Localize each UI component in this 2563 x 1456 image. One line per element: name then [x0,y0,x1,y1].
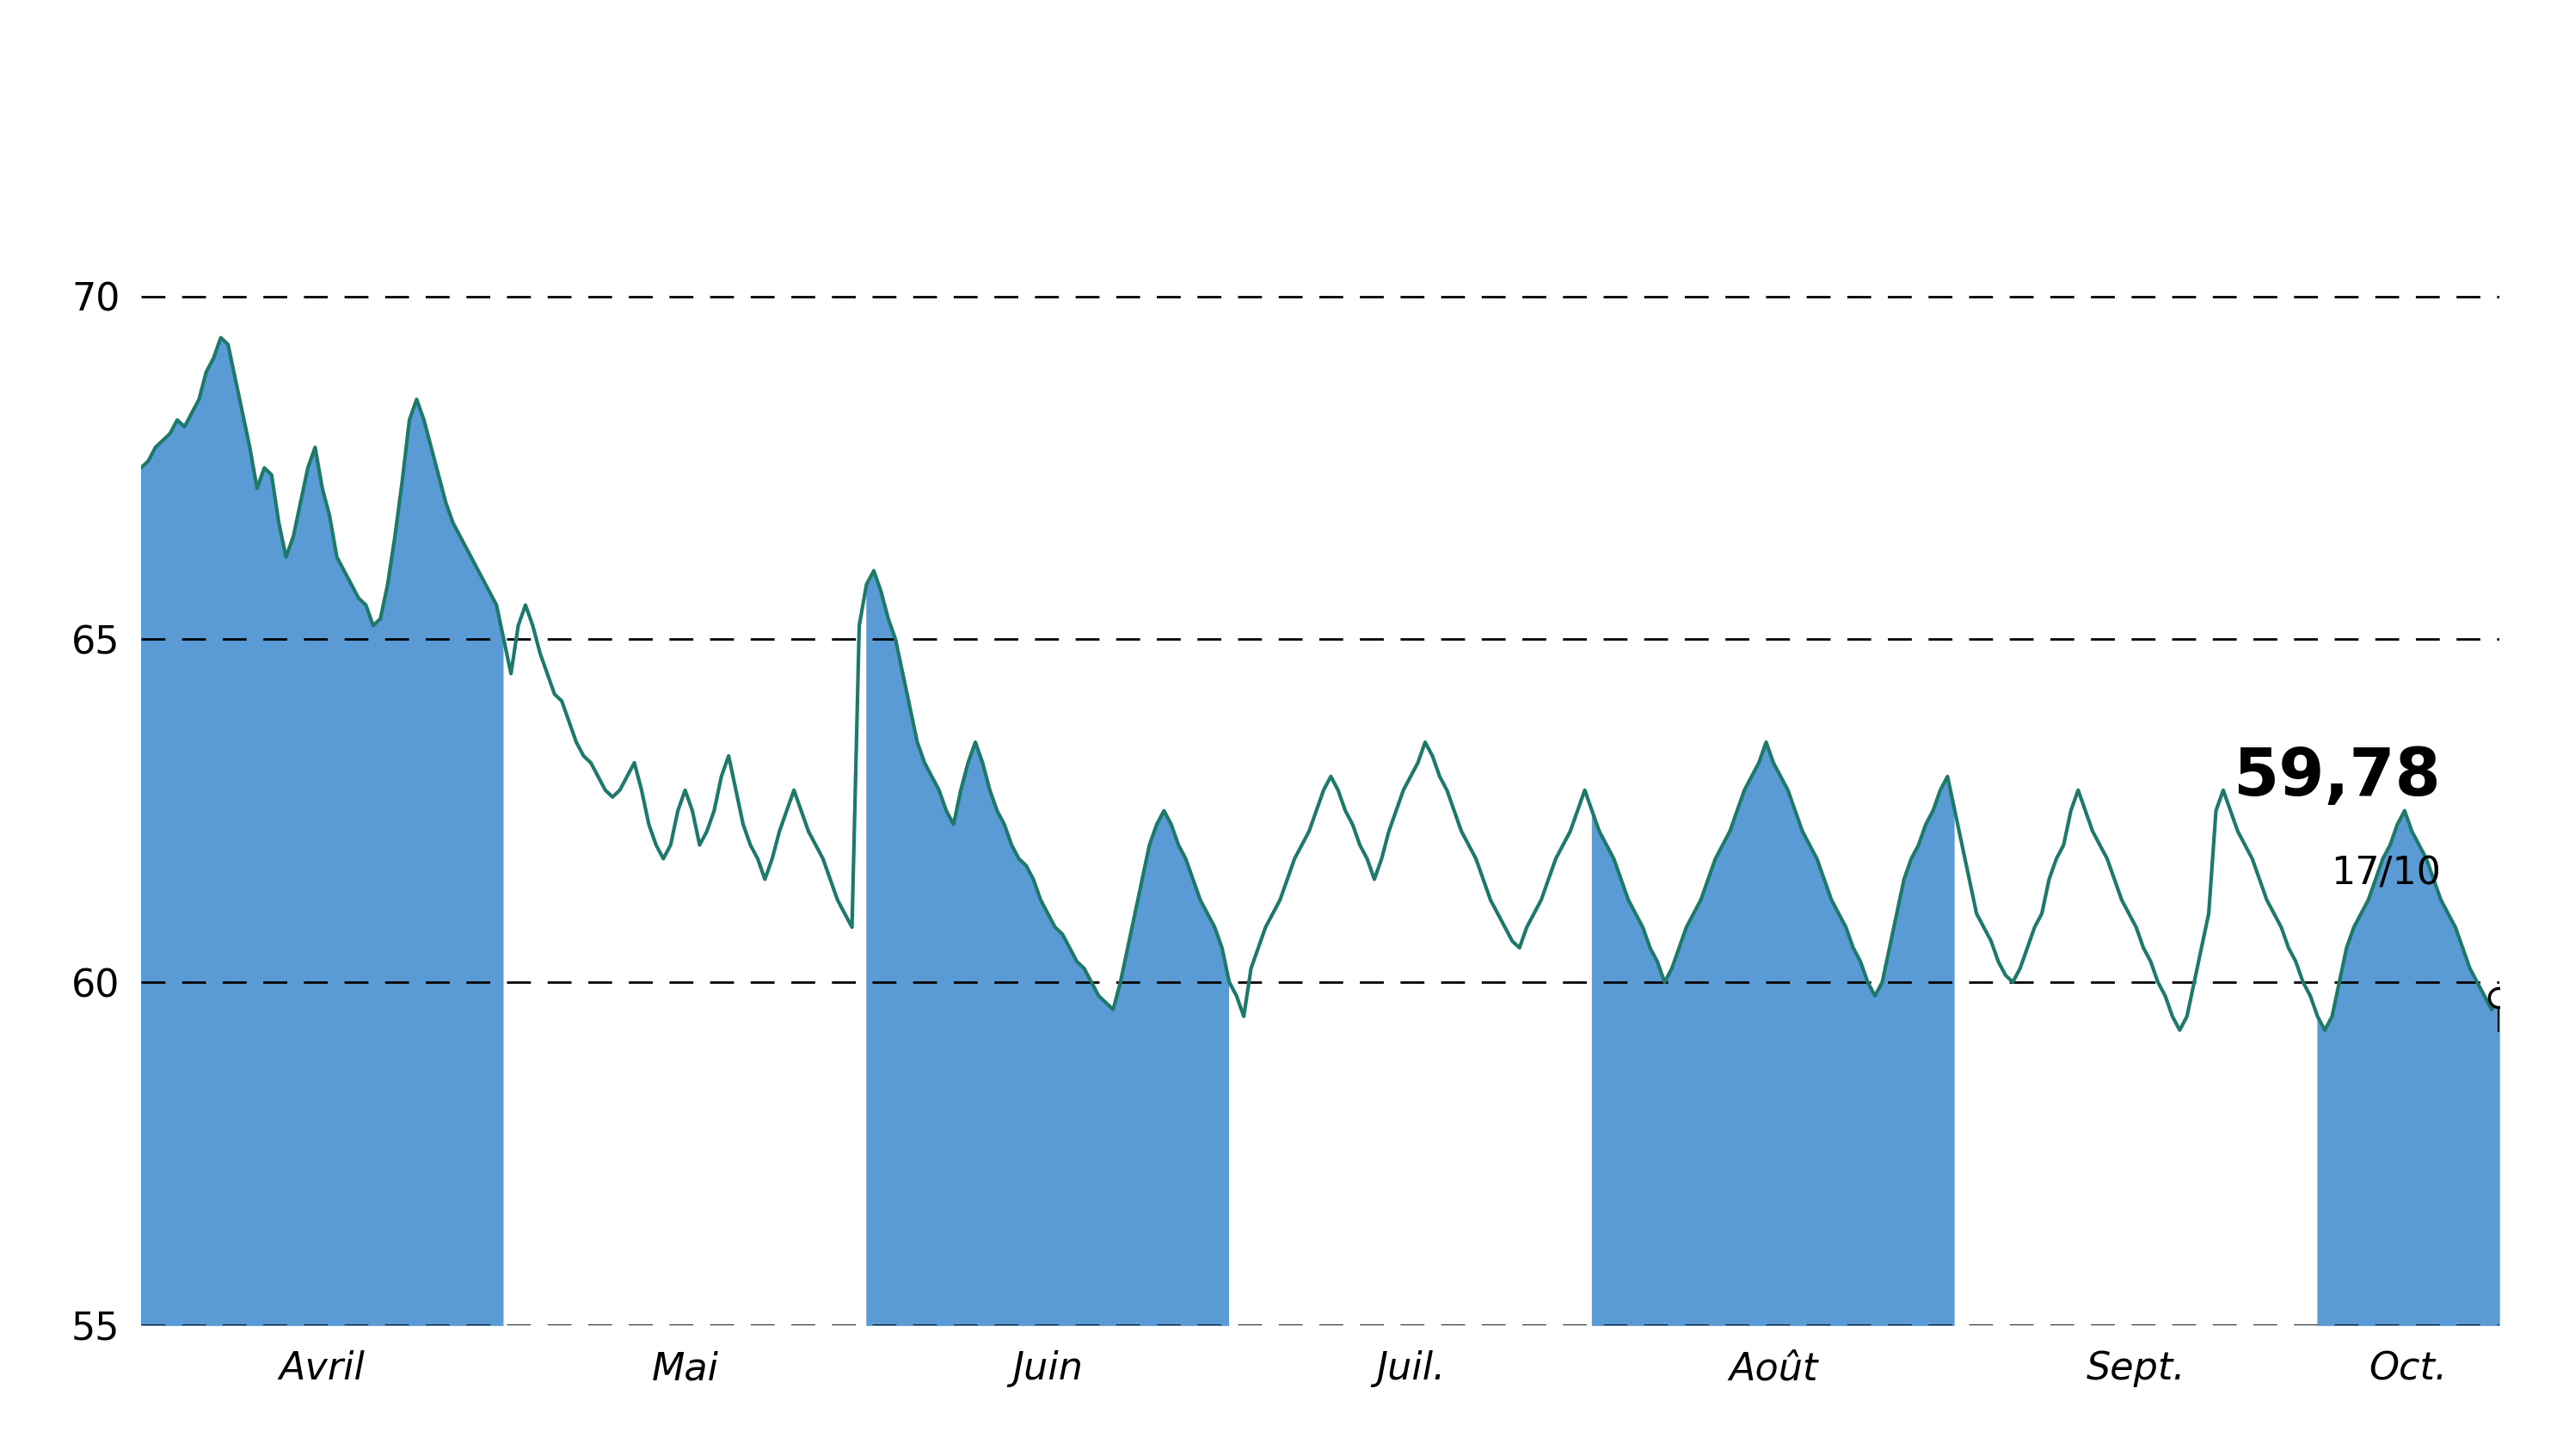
Text: TOTALENERGIES: TOTALENERGIES [846,39,1717,132]
Text: 17/10: 17/10 [2330,855,2440,893]
Text: 59,78: 59,78 [2232,745,2440,810]
